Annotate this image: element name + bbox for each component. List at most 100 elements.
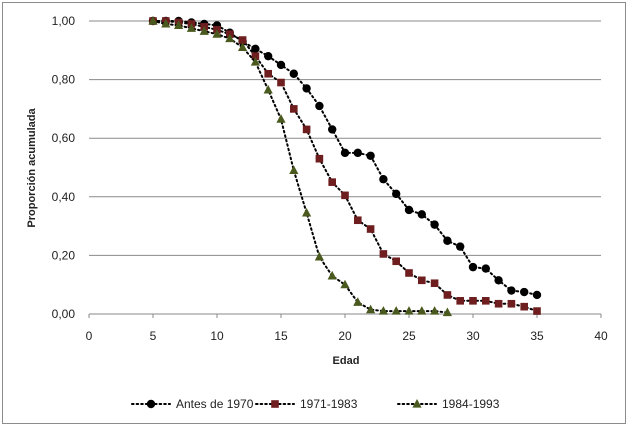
- data-point: [520, 302, 528, 311]
- data-point: [417, 210, 426, 219]
- x-tick-label: 25: [402, 329, 416, 343]
- data-point: [469, 297, 477, 305]
- y-tick-label: 0,80: [52, 73, 76, 87]
- data-point: [264, 69, 272, 78]
- data-point: [456, 242, 465, 251]
- x-tick-label: 20: [338, 329, 352, 343]
- y-tick-label: 0,00: [52, 307, 76, 321]
- data-point: [199, 26, 209, 35]
- data-point: [468, 262, 478, 272]
- data-point: [379, 250, 388, 258]
- data-point: [302, 207, 312, 217]
- data-point: [302, 125, 311, 134]
- data-point: [520, 287, 529, 297]
- data-point: [507, 286, 516, 295]
- data-point: [481, 264, 490, 273]
- x-tick-label: 5: [150, 329, 157, 343]
- series-layer: [148, 16, 542, 317]
- y-axis-title: Proporción acumulada: [26, 108, 38, 228]
- legend-marker: [412, 399, 422, 408]
- series-line: [152, 20, 538, 296]
- data-point: [186, 23, 196, 32]
- data-point: [404, 205, 414, 215]
- data-point: [328, 125, 337, 134]
- axes: 0,00 0,20 0,40 0,60 0,80 1,00 0 5 10 15 20 25 30 35 40: [52, 14, 608, 343]
- legend-marker: [146, 399, 156, 409]
- data-point: [340, 279, 350, 289]
- data-point: [251, 44, 260, 54]
- data-point: [507, 299, 516, 308]
- data-point: [212, 29, 222, 38]
- data-point: [341, 191, 349, 200]
- data-point: [430, 279, 439, 288]
- data-point: [289, 165, 299, 175]
- data-point: [327, 270, 337, 280]
- data-point: [328, 178, 336, 186]
- data-point: [263, 84, 273, 94]
- legend-label: Antes de 1970: [176, 397, 254, 411]
- data-point: [366, 304, 376, 314]
- x-tick-label: 40: [594, 329, 608, 343]
- data-point: [417, 306, 427, 315]
- data-point: [290, 105, 298, 113]
- data-point: [379, 175, 388, 184]
- data-point: [353, 297, 363, 306]
- data-point: [289, 69, 298, 78]
- data-point: [174, 20, 184, 29]
- x-tick-label: 0: [86, 329, 93, 343]
- gridlines: [89, 20, 601, 256]
- data-point: [443, 291, 452, 299]
- y-tick-label: 1,00: [52, 14, 76, 28]
- data-point: [391, 306, 401, 315]
- data-point: [315, 154, 324, 163]
- data-point: [277, 78, 285, 87]
- data-point: [430, 220, 439, 229]
- y-tick-label: 0,20: [52, 248, 76, 262]
- x-tick-label: 35: [530, 329, 544, 343]
- x-tick-label: 10: [210, 329, 224, 343]
- data-point: [238, 42, 248, 51]
- legend: Antes de 1970 1971-1983 1984-1993: [131, 397, 500, 411]
- data-point: [276, 60, 286, 70]
- y-tick-label: 0,60: [52, 131, 76, 145]
- chart-frame: [2, 2, 626, 424]
- legend-label: 1984-1993: [442, 397, 500, 411]
- data-point: [378, 306, 388, 315]
- data-point: [354, 216, 362, 225]
- data-point: [418, 276, 426, 285]
- data-point: [533, 307, 541, 315]
- data-point: [456, 297, 464, 305]
- y-tick-label: 0,40: [52, 190, 76, 204]
- legend-marker: [271, 400, 279, 408]
- data-point: [366, 151, 375, 160]
- x-tick-label: 15: [274, 329, 288, 343]
- data-point: [353, 148, 362, 158]
- data-point: [443, 236, 452, 245]
- data-point: [405, 269, 413, 277]
- data-point: [264, 51, 273, 61]
- x-axis-title: Edad: [333, 355, 360, 367]
- data-point: [404, 306, 414, 315]
- x-tick-label: 30: [466, 329, 480, 343]
- data-point: [225, 33, 235, 43]
- data-point: [494, 299, 503, 308]
- data-point: [276, 114, 286, 123]
- data-point: [161, 18, 171, 28]
- legend-label: 1971-1983: [300, 397, 358, 411]
- data-point: [250, 57, 260, 66]
- data-point: [366, 225, 375, 233]
- data-point: [442, 307, 452, 317]
- data-point: [392, 189, 401, 199]
- data-point: [302, 84, 311, 93]
- data-point: [392, 257, 400, 266]
- data-point: [315, 101, 324, 111]
- data-point: [148, 16, 158, 25]
- data-point: [340, 148, 350, 158]
- data-point: [532, 290, 542, 300]
- data-point: [238, 36, 247, 44]
- data-point: [314, 251, 324, 261]
- data-point: [494, 276, 503, 285]
- data-point: [430, 306, 440, 315]
- data-point: [482, 297, 490, 305]
